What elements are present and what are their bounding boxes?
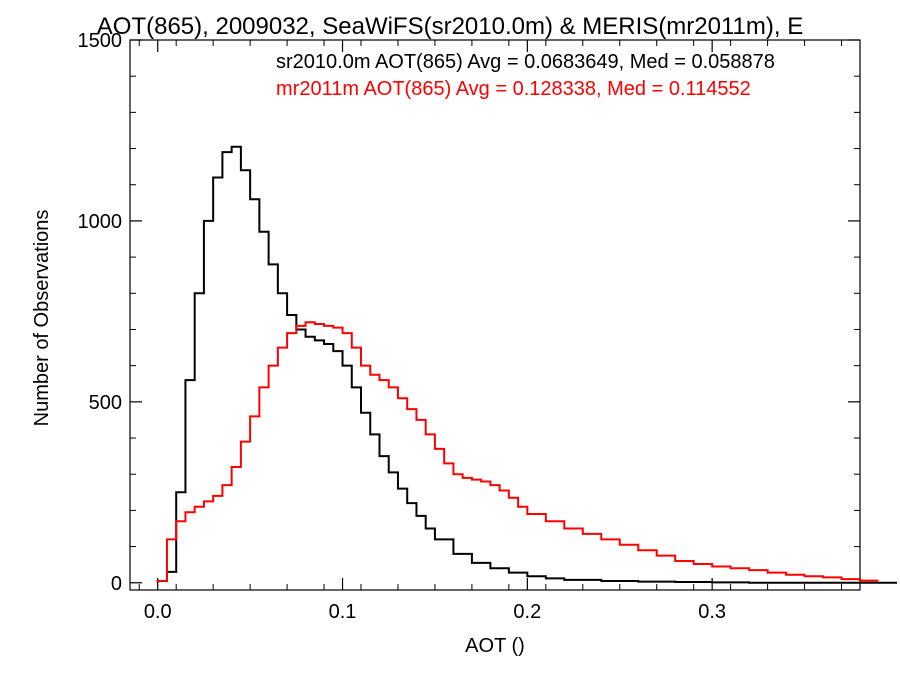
legend-entry-1: mr2011m AOT(865) Avg = 0.128338, Med = 0… (276, 78, 751, 100)
y-axis-label: Number of Observations (31, 210, 53, 427)
axes: 0.0 0.1 0.2 0.3 0 500 1000 1500 (78, 30, 861, 623)
x-tick-label: 0.0 (144, 601, 172, 623)
x-tick-label: 0.2 (513, 601, 541, 623)
y-tick-label: 500 (89, 392, 122, 414)
legend-entry-0: sr2010.0m AOT(865) Avg = 0.0683649, Med … (276, 51, 775, 73)
chart-title: AOT(865), 2009032, SeaWiFS(sr2010.0m) & … (97, 13, 803, 40)
x-axis-label: AOT () (465, 635, 525, 657)
x-tick-label: 0.1 (329, 601, 357, 623)
y-tick-label: 1000 (78, 211, 123, 233)
series-line-0 (156, 145, 897, 584)
series-line-1 (156, 321, 879, 583)
y-tick-label: 0 (111, 573, 122, 595)
plot-frame (129, 39, 861, 591)
legend: sr2010.0m AOT(865) Avg = 0.0683649, Med … (276, 51, 775, 100)
x-tick-label: 0.3 (698, 601, 726, 623)
y-tick-label: 1500 (78, 30, 123, 52)
series-layer (156, 145, 897, 584)
